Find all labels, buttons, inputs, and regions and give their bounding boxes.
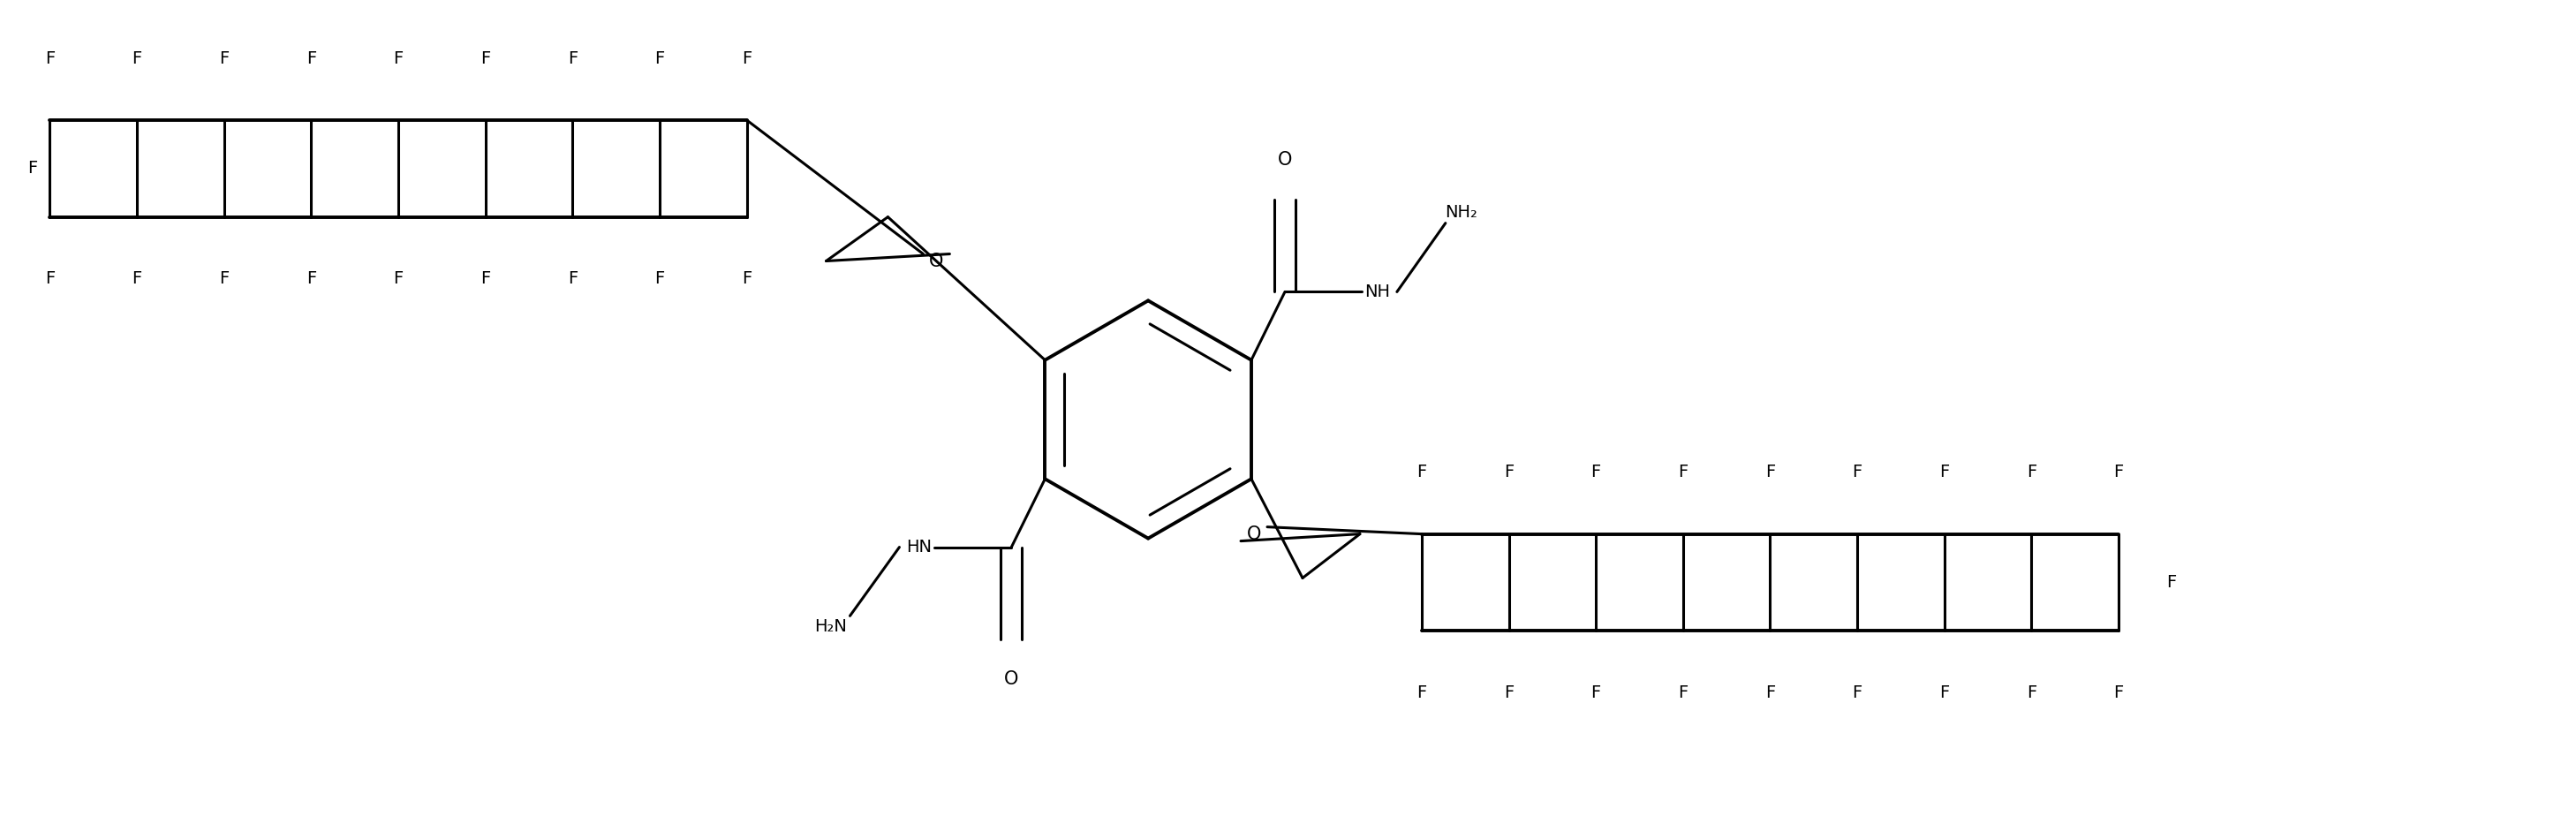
- Text: H₂N: H₂N: [814, 618, 848, 635]
- Text: F: F: [131, 270, 142, 287]
- Text: F: F: [479, 50, 489, 67]
- Text: F: F: [44, 50, 54, 67]
- Text: F: F: [1592, 684, 1600, 701]
- Text: F: F: [742, 270, 752, 287]
- Text: O: O: [1005, 670, 1018, 688]
- Text: F: F: [2115, 684, 2123, 701]
- Text: F: F: [1592, 464, 1600, 481]
- Text: F: F: [1417, 464, 1427, 481]
- Text: F: F: [1504, 464, 1515, 481]
- Text: F: F: [307, 50, 317, 67]
- Text: F: F: [1504, 684, 1515, 701]
- Text: HN: HN: [907, 539, 933, 555]
- Text: F: F: [394, 50, 404, 67]
- Text: F: F: [2027, 464, 2038, 481]
- Text: F: F: [1765, 464, 1775, 481]
- Text: F: F: [219, 270, 229, 287]
- Text: F: F: [567, 50, 577, 67]
- Text: F: F: [1765, 684, 1775, 701]
- Text: F: F: [1677, 464, 1687, 481]
- Text: F: F: [479, 270, 489, 287]
- Text: F: F: [1677, 684, 1687, 701]
- Text: O: O: [1247, 525, 1262, 543]
- Text: O: O: [930, 253, 943, 270]
- Text: F: F: [2166, 574, 2177, 591]
- Text: F: F: [219, 50, 229, 67]
- Text: O: O: [1278, 151, 1293, 169]
- Text: F: F: [394, 270, 404, 287]
- Text: F: F: [131, 50, 142, 67]
- Text: NH₂: NH₂: [1445, 204, 1479, 221]
- Text: F: F: [654, 270, 665, 287]
- Text: F: F: [307, 270, 317, 287]
- Text: F: F: [2027, 684, 2038, 701]
- Text: F: F: [1852, 464, 1862, 481]
- Text: F: F: [1852, 684, 1862, 701]
- Text: F: F: [654, 50, 665, 67]
- Text: F: F: [2115, 464, 2123, 481]
- Text: F: F: [44, 270, 54, 287]
- Text: F: F: [1940, 684, 1950, 701]
- Text: F: F: [1940, 464, 1950, 481]
- Text: F: F: [742, 50, 752, 67]
- Text: NH: NH: [1365, 284, 1391, 300]
- Text: F: F: [1417, 684, 1427, 701]
- Text: F: F: [28, 160, 36, 177]
- Text: F: F: [567, 270, 577, 287]
